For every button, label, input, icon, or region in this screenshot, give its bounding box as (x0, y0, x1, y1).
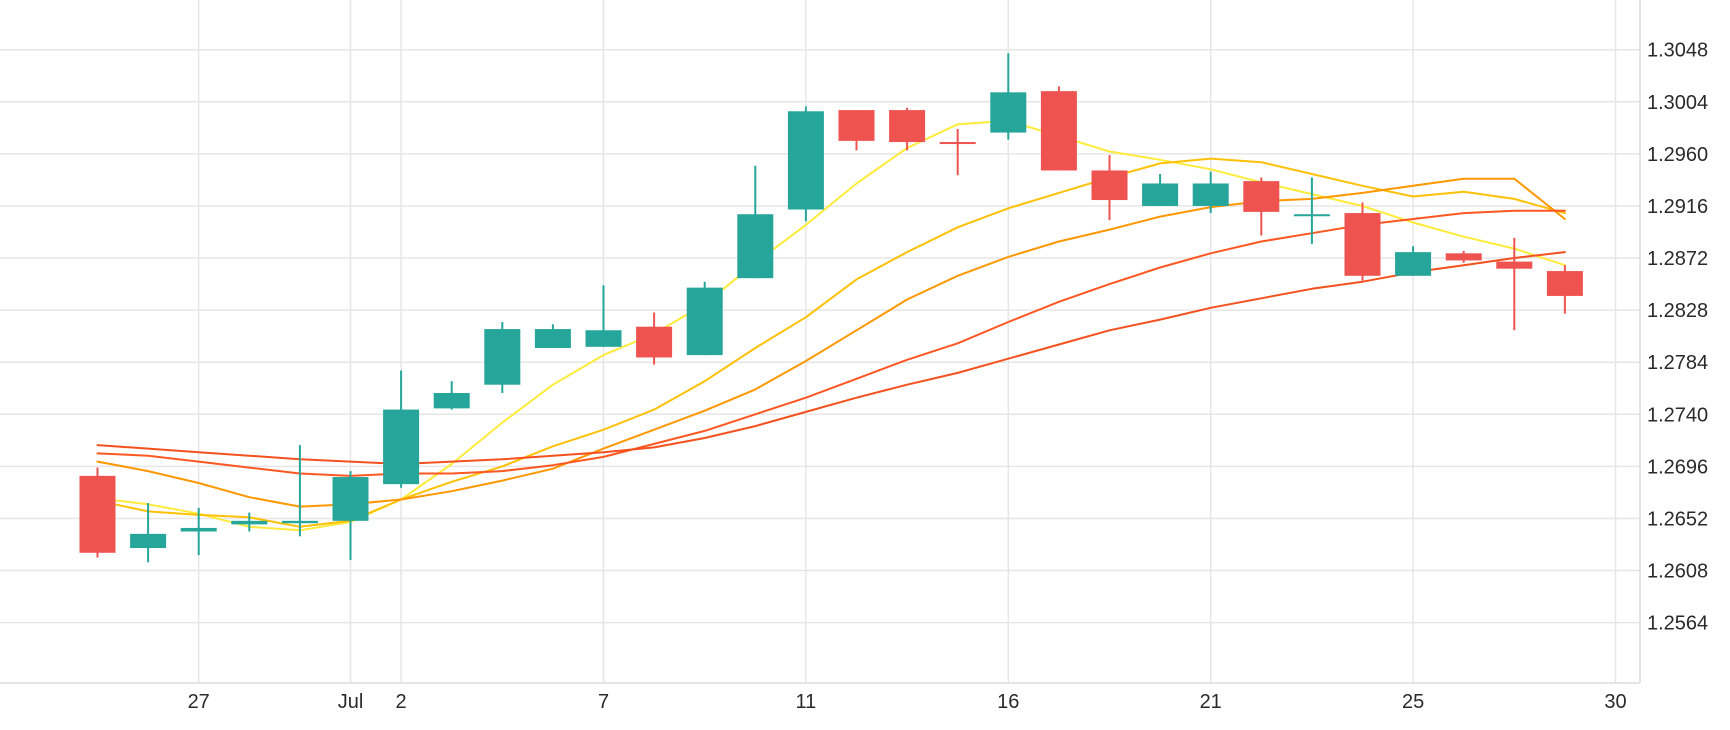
y-tick-label: 1.2784 (1647, 352, 1708, 374)
candle (889, 107, 926, 151)
y-tick-label: 1.2828 (1647, 300, 1708, 322)
candle-body (180, 527, 217, 532)
candle (1293, 177, 1330, 244)
candle (1192, 171, 1229, 214)
candle-body (1243, 181, 1280, 212)
candle (79, 467, 116, 558)
candle-body (79, 475, 116, 553)
candle (231, 512, 268, 532)
y-tick-label: 1.2960 (1647, 144, 1708, 166)
candle (1445, 250, 1482, 263)
x-tick-label: 25 (1402, 691, 1424, 713)
candle-body (1445, 253, 1482, 261)
candle (433, 381, 470, 410)
candle-body (332, 477, 369, 521)
x-tick-label: Jul (338, 691, 364, 713)
candle (281, 445, 318, 537)
candle-body (787, 111, 824, 210)
chart-axes: 1.2564 1.2608 1.2652 1.2696 1.2740 1.2784 1.28… (0, 0, 1708, 713)
candle-body (889, 110, 926, 143)
candle (1546, 265, 1583, 314)
candle (180, 507, 217, 556)
y-tick-label: 1.2608 (1647, 561, 1708, 583)
candle (585, 285, 622, 347)
candle-body (130, 533, 167, 549)
candle-body (433, 392, 470, 409)
y-tick-label: 1.2564 (1647, 613, 1708, 635)
x-tick-label: 30 (1604, 691, 1626, 713)
y-tick-label: 1.2872 (1647, 248, 1708, 270)
candle-body (585, 330, 622, 347)
x-tick-label: 2 (396, 691, 407, 713)
candle-body (1293, 214, 1330, 217)
moving-average-lines (96, 119, 1566, 532)
y-tick-label: 1.2652 (1647, 508, 1708, 530)
candle (838, 110, 875, 151)
candle-body (1142, 183, 1179, 206)
candle (1040, 86, 1077, 171)
moving-average-line (96, 157, 1566, 528)
candle (484, 321, 521, 393)
candle-body (534, 329, 571, 349)
candle-body (1091, 170, 1128, 201)
candle (737, 165, 774, 279)
candle-body (686, 287, 723, 356)
candle-body (281, 520, 318, 524)
y-tick-label: 1.2696 (1647, 456, 1708, 478)
candle-body (383, 409, 420, 485)
candle-body (939, 142, 976, 145)
x-tick-label: 21 (1200, 691, 1222, 713)
moving-average-line (96, 251, 1566, 465)
candle (383, 370, 420, 488)
candle (1243, 177, 1280, 236)
chart-grid (0, 0, 1640, 683)
candle (130, 503, 167, 563)
moving-average-line (96, 209, 1566, 477)
candle (787, 106, 824, 222)
candle (1091, 155, 1128, 221)
candle (990, 53, 1027, 140)
candle-body (1040, 91, 1077, 171)
y-tick-label: 1.3048 (1647, 40, 1708, 62)
y-tick-label: 1.2740 (1647, 404, 1708, 426)
candle (332, 471, 369, 560)
candle-body (484, 329, 521, 385)
candle-body (1192, 183, 1229, 206)
candle-body (1496, 261, 1533, 269)
x-tick-label: 27 (188, 691, 210, 713)
candle (1142, 174, 1179, 206)
candle-body (1344, 213, 1381, 276)
candle (1395, 246, 1432, 276)
x-tick-label: 16 (997, 691, 1019, 713)
x-tick-label: 7 (598, 691, 609, 713)
y-tick-label: 1.3004 (1647, 92, 1708, 114)
moving-average-line (96, 119, 1566, 532)
candle-body (737, 214, 774, 279)
candle (939, 129, 976, 176)
candle-body (838, 110, 875, 141)
y-tick-label: 1.2916 (1647, 196, 1708, 218)
candle (1496, 237, 1533, 331)
candle-body (1546, 271, 1583, 296)
candles (79, 53, 1583, 563)
candle-body (636, 326, 673, 358)
candle (686, 281, 723, 356)
candle-body (231, 520, 268, 525)
candle-body (990, 92, 1027, 133)
candle (534, 324, 571, 349)
candle (1344, 202, 1381, 281)
x-tick-label: 11 (796, 691, 817, 713)
candle-body (1395, 252, 1432, 276)
candle (636, 312, 673, 365)
